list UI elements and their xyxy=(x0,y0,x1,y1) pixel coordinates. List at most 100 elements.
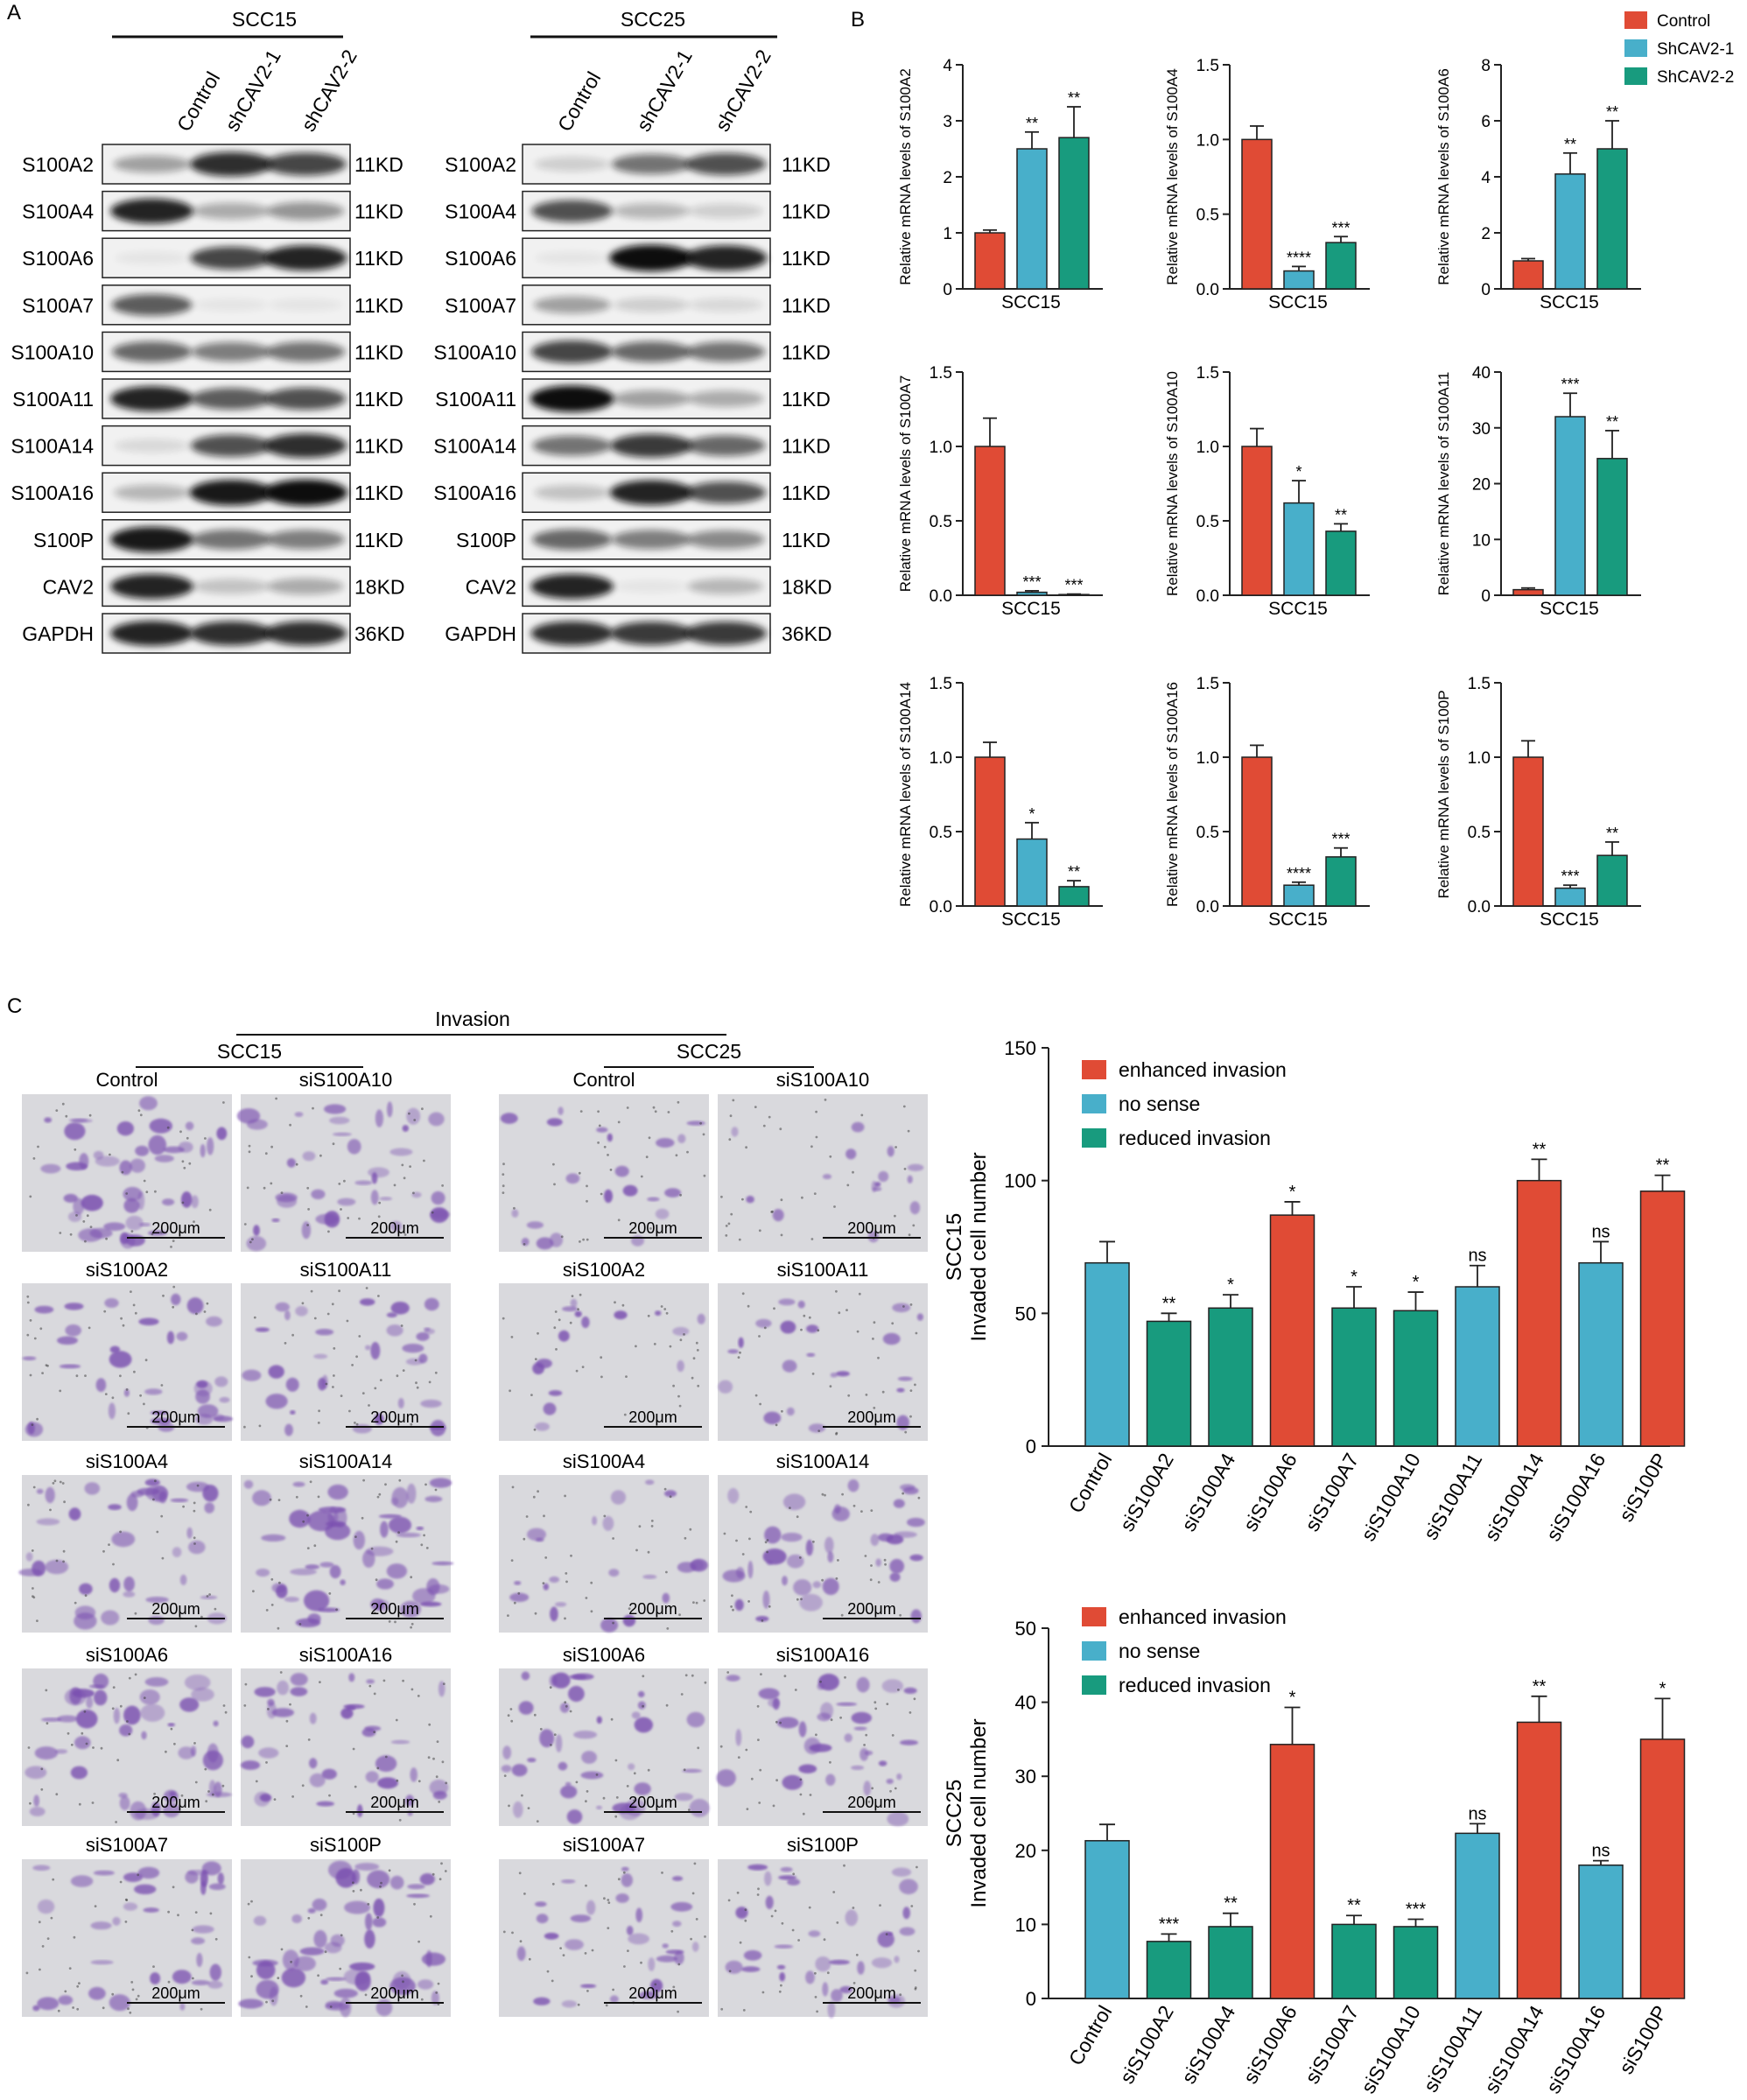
bar xyxy=(1241,446,1273,596)
stained-cell xyxy=(824,1536,834,1554)
membrane-pore xyxy=(692,1601,695,1604)
stained-cell xyxy=(90,1960,114,1965)
membrane-pore xyxy=(852,1982,856,1984)
stained-cell xyxy=(88,1986,106,2000)
lane-label-control: Control xyxy=(553,67,606,135)
legend-label-shcav2-2: ShCAV2-2 xyxy=(1657,68,1734,87)
y-axis-label: Relative mRNA levels of S100P xyxy=(1435,690,1452,898)
membrane-pore xyxy=(112,1563,115,1566)
membrane-pore xyxy=(775,1720,778,1724)
blot-size-label: 11KD xyxy=(782,247,831,270)
stained-cell xyxy=(178,1141,193,1153)
membrane-pore xyxy=(553,1733,557,1736)
membrane-pore xyxy=(894,1214,896,1218)
stained-cell xyxy=(33,1794,40,1807)
stained-cell xyxy=(670,1901,693,1912)
membrane-pore xyxy=(669,1495,672,1499)
y-tick-label: 1.5 xyxy=(1468,675,1491,693)
membrane-pore xyxy=(840,1613,844,1617)
stained-cell xyxy=(637,1690,645,1698)
stained-cell xyxy=(574,1310,582,1317)
membrane-pore xyxy=(126,1720,129,1723)
blot-protein-label: S100P xyxy=(33,529,94,551)
stained-cell xyxy=(312,1898,327,1911)
membrane-pore xyxy=(579,1110,583,1113)
bar xyxy=(974,756,1006,907)
membrane-pore xyxy=(638,1525,642,1528)
blot-band xyxy=(535,251,609,265)
membrane-pore xyxy=(661,1872,663,1874)
bar xyxy=(1016,591,1048,596)
membrane-pore xyxy=(689,1528,692,1531)
membrane-pore xyxy=(354,1422,356,1424)
membrane-pore xyxy=(64,1990,67,1993)
membrane-pore xyxy=(537,1490,539,1493)
membrane-pore xyxy=(360,1888,362,1892)
membrane-pore xyxy=(663,1487,667,1491)
significance-label: * xyxy=(1413,1273,1420,1292)
stained-cell xyxy=(356,1804,363,1817)
membrane-pore xyxy=(546,1970,550,1973)
membrane-pore xyxy=(91,1802,95,1804)
stained-cell xyxy=(109,1577,121,1593)
stained-cell xyxy=(150,1417,172,1425)
stained-cell xyxy=(325,2000,343,2009)
membrane-pore xyxy=(829,1155,832,1158)
membrane-pore xyxy=(403,1233,407,1236)
stained-cell xyxy=(851,1121,865,1133)
membrane-pore xyxy=(738,1238,741,1241)
stained-cell xyxy=(674,1793,694,1802)
membrane-pore xyxy=(410,1688,414,1691)
blot-band xyxy=(190,246,272,270)
stained-cell xyxy=(169,1791,176,1797)
membrane-pore xyxy=(128,1732,131,1736)
stained-cell xyxy=(376,1578,394,1590)
significance-label: ** xyxy=(1224,1894,1238,1914)
stained-cell xyxy=(817,1712,831,1722)
stained-cell xyxy=(900,1739,918,1745)
membrane-pore xyxy=(280,1948,284,1951)
stained-cell xyxy=(302,1151,316,1162)
stained-cell xyxy=(812,1581,822,1589)
blot-band xyxy=(265,341,346,362)
blot-protein-label: GAPDH xyxy=(445,622,516,645)
membrane-pore xyxy=(798,1556,802,1559)
stained-cell xyxy=(626,1925,634,1935)
blot-row: S100A4 11KD xyxy=(22,190,403,232)
membrane-pore xyxy=(899,1993,902,1997)
stained-cell xyxy=(148,1134,167,1155)
stained-cell xyxy=(555,1734,563,1752)
y-axis-label: Invaded cell number xyxy=(967,1718,991,1907)
stained-cell xyxy=(851,1711,872,1724)
membrane-pore xyxy=(277,1977,280,1980)
membrane-pore xyxy=(699,1121,702,1125)
membrane-pore xyxy=(832,1891,836,1893)
significance-label: ns xyxy=(1591,1222,1610,1241)
stained-cell xyxy=(34,1305,54,1314)
stained-cell xyxy=(313,1353,328,1359)
membrane-pore xyxy=(539,1727,543,1731)
membrane-pore xyxy=(130,1290,132,1293)
membrane-pore xyxy=(537,1331,539,1335)
blot-row: S100A6 11KD xyxy=(445,237,831,278)
significance-label: **** xyxy=(1287,865,1311,882)
micrograph-label: siS100A4 xyxy=(563,1450,645,1472)
membrane-pore xyxy=(441,1184,444,1187)
stained-cell xyxy=(214,1376,228,1387)
micrograph-label: siS100P xyxy=(310,1834,382,1856)
blot-band xyxy=(611,341,691,362)
stained-cell xyxy=(421,1952,446,1966)
membrane-pore xyxy=(264,1152,268,1155)
blot-size-label: 36KD xyxy=(354,622,405,645)
membrane-pore xyxy=(377,1295,380,1297)
membrane-pore xyxy=(549,1686,552,1689)
membrane-pore xyxy=(865,1733,868,1737)
blot-band xyxy=(613,390,691,408)
stained-cell xyxy=(397,1398,404,1408)
stained-cell xyxy=(150,1972,161,1985)
micrograph-background xyxy=(718,1094,928,1252)
membrane-pore xyxy=(193,1542,196,1545)
membrane-pore xyxy=(127,2007,130,2011)
